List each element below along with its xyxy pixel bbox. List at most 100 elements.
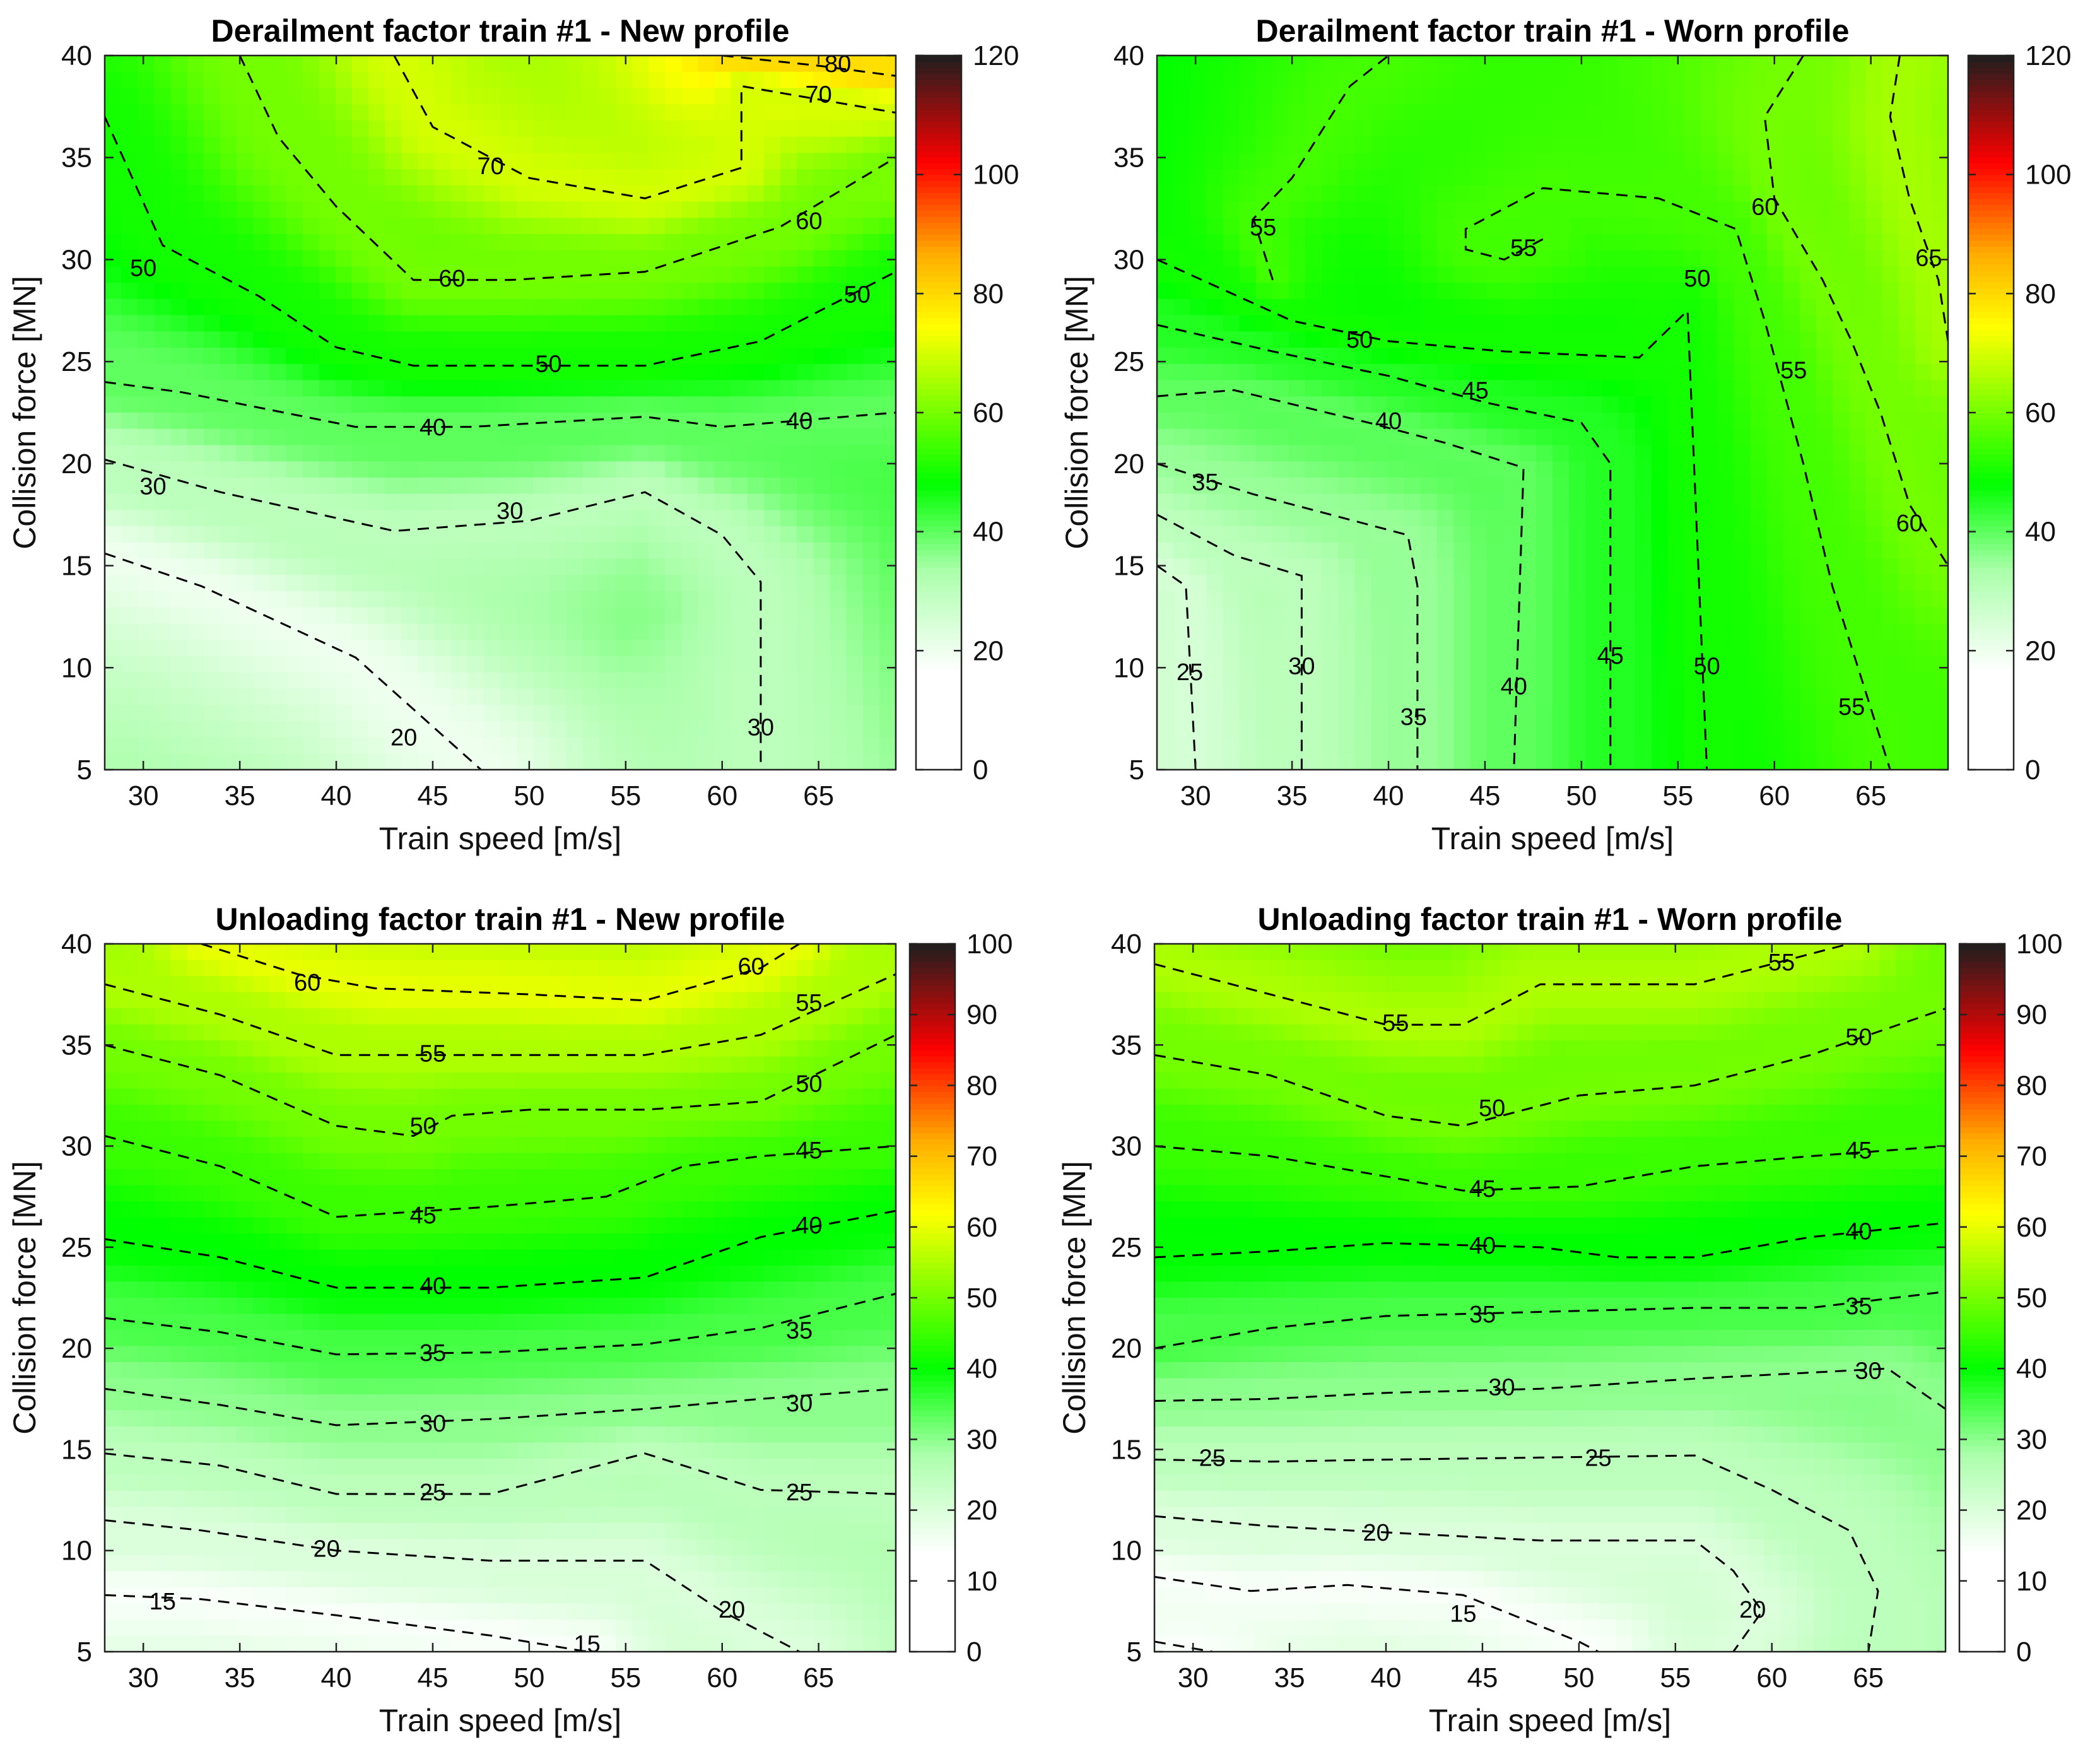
- field-cell: [1734, 363, 1751, 381]
- field-cell: [434, 558, 452, 576]
- field-cell: [351, 266, 369, 284]
- field-cell: [1717, 348, 1735, 365]
- field-cell: [1618, 737, 1636, 755]
- field-cell: [649, 283, 666, 300]
- field-cell: [1569, 136, 1587, 154]
- colorbar-segment: [916, 472, 961, 479]
- field-cell: [401, 169, 419, 186]
- field-cell: [1289, 623, 1306, 641]
- field-cell: [1322, 461, 1339, 478]
- field-cell: [187, 445, 204, 462]
- field-cell: [138, 363, 155, 381]
- field-cell: [846, 737, 864, 755]
- field-cell: [203, 705, 221, 722]
- field-cell: [1849, 169, 1867, 186]
- field-cell: [237, 461, 254, 478]
- field-cell: [483, 558, 501, 576]
- field-cell: [1602, 250, 1619, 268]
- field-cell: [1667, 120, 1685, 138]
- field-cell: [1766, 234, 1784, 251]
- field-cell: [1750, 315, 1768, 332]
- field-cell: [1503, 477, 1520, 495]
- field-cell: [1354, 218, 1372, 235]
- field-cell: [1503, 493, 1520, 511]
- field-cell: [121, 88, 139, 105]
- field-cell: [467, 104, 484, 121]
- field-cell: [549, 445, 567, 462]
- field-cell: [467, 461, 484, 478]
- field-cell: [351, 169, 369, 186]
- colorbar-tick-label: 20: [2025, 635, 2056, 666]
- field-cell: [1684, 623, 1702, 641]
- field-cell: [1486, 591, 1504, 608]
- field-cell: [253, 120, 271, 138]
- field-cell: [154, 737, 172, 755]
- field-cell: [121, 56, 139, 73]
- field-cell: [105, 1635, 122, 1652]
- field-cell: [649, 380, 666, 397]
- field-cell: [533, 363, 551, 381]
- field-cell: [764, 201, 782, 219]
- field-cell: [1915, 218, 1932, 235]
- field-cell: [862, 510, 880, 527]
- field-cell: [1553, 185, 1570, 203]
- field-cell: [1404, 445, 1421, 462]
- field-cell: [681, 153, 699, 170]
- field-cell: [500, 56, 518, 73]
- field-cell: [1553, 56, 1570, 73]
- field-cell: [138, 1249, 155, 1266]
- field-cell: [1255, 656, 1273, 673]
- field-cell: [1701, 461, 1718, 478]
- field-cell: [154, 960, 172, 977]
- field-cell: [220, 461, 237, 478]
- field-cell: [879, 510, 896, 527]
- field-cell: [187, 1571, 204, 1588]
- contour-label: 30: [1288, 653, 1315, 679]
- field-cell: [517, 428, 534, 446]
- field-cell: [1437, 120, 1455, 138]
- field-cell: [1354, 169, 1372, 186]
- colorbar-segment: [1968, 550, 2014, 556]
- field-cell: [1173, 218, 1191, 235]
- field-cell: [1931, 380, 1948, 397]
- field-cell: [879, 526, 896, 543]
- field-cell: [1272, 720, 1289, 738]
- field-cell: [714, 688, 732, 706]
- field-cell: [1750, 234, 1768, 251]
- field-cell: [533, 396, 551, 413]
- field-cell: [830, 510, 847, 527]
- field-cell: [665, 120, 683, 138]
- field-cell: [714, 445, 732, 462]
- field-cell: [615, 120, 633, 138]
- field-cell: [780, 71, 798, 89]
- field-cell: [747, 720, 765, 738]
- field-cell: [1223, 575, 1240, 592]
- field-cell: [302, 428, 320, 446]
- field-cell: [1354, 153, 1372, 170]
- field-cell: [1931, 672, 1948, 690]
- field-cell: [1635, 737, 1652, 755]
- field-cell: [1404, 461, 1421, 478]
- field-cell: [879, 169, 896, 186]
- field-cell: [615, 672, 633, 690]
- field-cell: [1371, 169, 1388, 186]
- field-cell: [813, 283, 831, 300]
- field-cell: [517, 348, 534, 365]
- field-cell: [764, 428, 782, 446]
- field-cell: [1387, 218, 1405, 235]
- field-cell: [1453, 104, 1471, 121]
- field-cell: [237, 331, 254, 349]
- field-cell: [582, 120, 600, 138]
- field-cell: [1437, 266, 1455, 284]
- contour-line-40: [1157, 389, 1525, 770]
- field-cell: [319, 493, 336, 511]
- colorbar-segment: [916, 168, 961, 175]
- field-cell: [681, 185, 699, 203]
- field-cell: [1865, 737, 1883, 755]
- field-cell: [1849, 477, 1867, 495]
- field-cell: [1553, 640, 1570, 657]
- field-cell: [1519, 201, 1537, 219]
- field-cell: [286, 672, 303, 690]
- field-cell: [1289, 542, 1306, 560]
- field-cell: [319, 363, 336, 381]
